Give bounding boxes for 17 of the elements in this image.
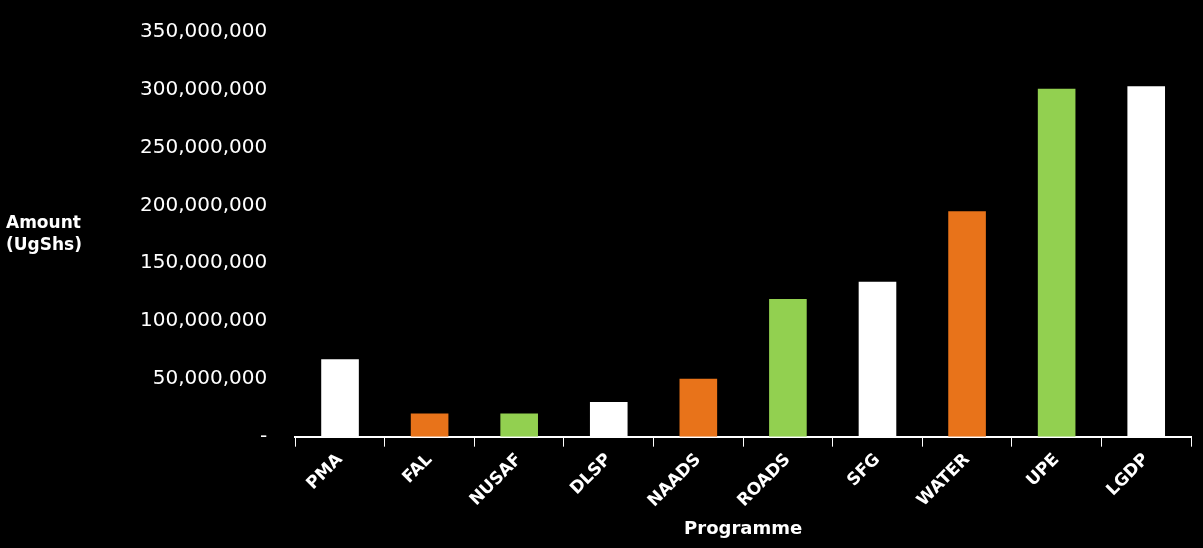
bar [1037, 88, 1076, 437]
y-tick-label: 50,000,000 [152, 365, 268, 390]
bar [500, 413, 538, 437]
bar [769, 299, 807, 437]
y-tick-label: 150,000,000 [139, 249, 268, 274]
x-axis-title: Programme [684, 516, 803, 538]
y-tick-label: 350,000,000 [139, 18, 268, 43]
bar [679, 378, 718, 437]
y-axis-title: Amount (UgShs) [6, 211, 82, 254]
y-tick-label: 250,000,000 [139, 133, 268, 158]
x-tick-label: FAL [397, 448, 436, 487]
y-tick-label: 200,000,000 [139, 191, 268, 216]
y-tick-label: 100,000,000 [139, 307, 268, 332]
bar [410, 413, 449, 437]
bar [948, 211, 986, 437]
y-tick-label: - [260, 422, 268, 447]
y-tick-label: 300,000,000 [139, 76, 268, 101]
